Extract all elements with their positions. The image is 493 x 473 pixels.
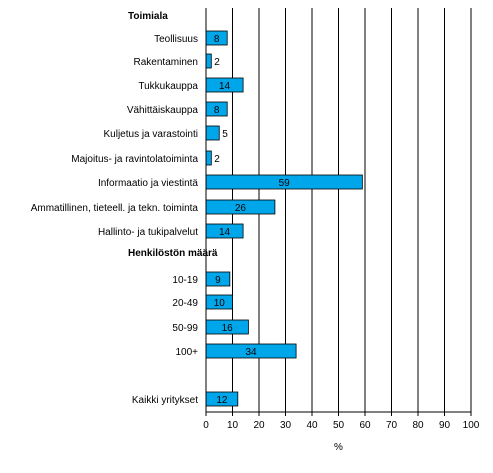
data-label: 26: [235, 203, 247, 214]
x-tick-label: 70: [386, 420, 398, 431]
category-label: Hallinto- ja tukipalvelut: [98, 227, 198, 238]
group-title: Henkilöstön määrä: [128, 248, 218, 259]
x-tick-label: 20: [253, 420, 265, 431]
data-label: 14: [219, 227, 231, 238]
category-label: Ammatillinen, tieteell. ja tekn. toimint…: [31, 203, 199, 214]
data-label: 9: [215, 275, 221, 286]
category-label: Teollisuus: [154, 34, 198, 45]
x-tick-label: 40: [306, 420, 318, 431]
data-label: 2: [214, 57, 220, 68]
category-label: Majoitus- ja ravintolatoiminta: [71, 154, 198, 165]
data-label: 2: [214, 154, 220, 165]
x-axis-label: %: [334, 442, 343, 453]
category-label: Kuljetus ja varastointi: [104, 129, 199, 140]
x-tick-label: 0: [203, 420, 209, 431]
x-tick-label: 10: [227, 420, 239, 431]
x-tick-label: 100: [463, 420, 480, 431]
category-labels: Toimiala Teollisuus Rakentaminen Tukkukaupp…: [31, 11, 218, 406]
bar: [205, 125, 220, 141]
category-label: Informaatio ja viestintä: [98, 178, 198, 189]
x-tick-label: 50: [333, 420, 345, 431]
bar: [205, 53, 212, 69]
x-tick-label: 90: [439, 420, 451, 431]
data-label: 12: [216, 395, 228, 406]
grid-lines: [232, 8, 472, 412]
data-label: 5: [222, 129, 228, 140]
category-label: Vähittäiskauppa: [127, 105, 199, 116]
data-label: 10: [214, 298, 226, 309]
category-label: 100+: [175, 347, 198, 358]
x-tick-label: 30: [280, 420, 292, 431]
x-axis: 0 10 20 30 40 50 60 70 80 90 100: [203, 8, 480, 431]
data-label: 59: [279, 178, 291, 189]
category-label: Rakentaminen: [134, 57, 198, 68]
data-label: 34: [245, 347, 257, 358]
data-label: 14: [219, 81, 231, 92]
data-label: 8: [214, 105, 220, 116]
category-label: 20-49: [172, 298, 198, 309]
category-label: Kaikki yritykset: [132, 395, 198, 406]
bars: 8 2 14 8 5 2 59 26 14 9 10 16 34 12: [205, 30, 363, 407]
category-label: Tukkukauppa: [138, 81, 198, 92]
x-tick-label: 80: [412, 420, 424, 431]
data-label: 16: [222, 323, 234, 334]
data-label: 8: [214, 34, 220, 45]
x-tick-label: 60: [359, 420, 371, 431]
group-title: Toimiala: [128, 11, 168, 22]
category-label: 10-19: [172, 275, 198, 286]
bar: [205, 150, 212, 166]
category-label: 50-99: [172, 323, 198, 334]
